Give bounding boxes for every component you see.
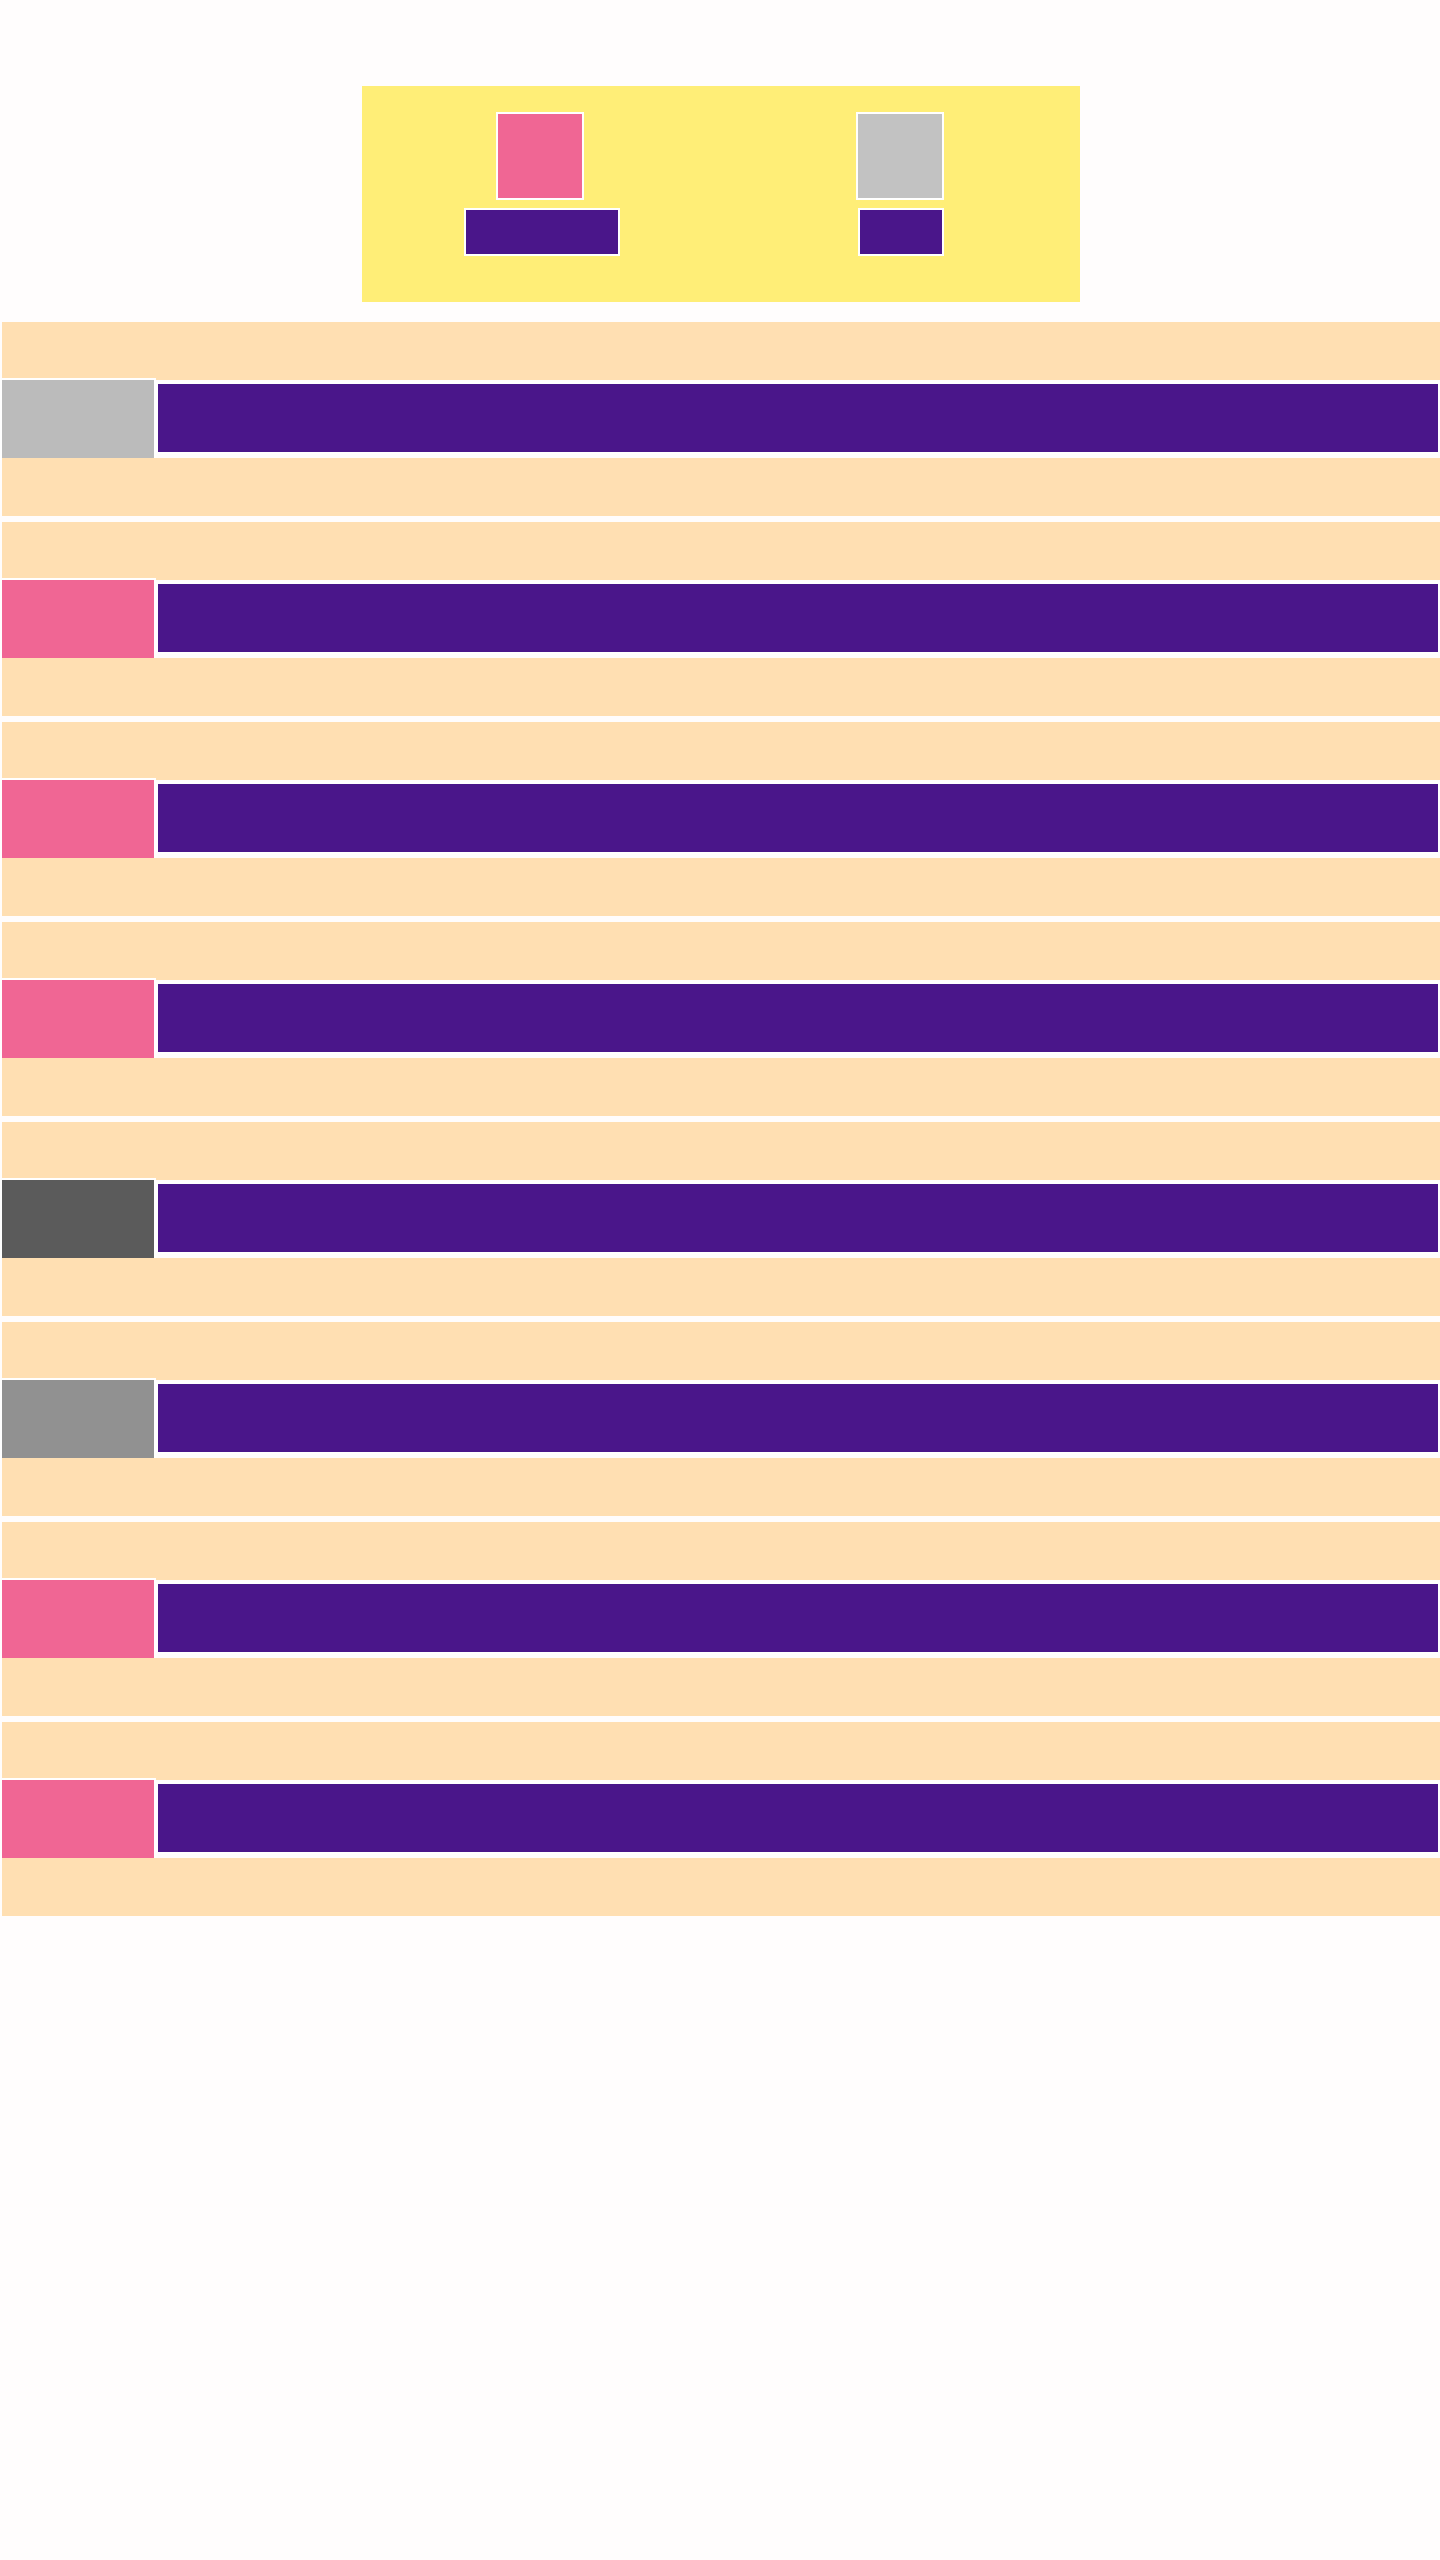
row-list [0,322,1440,1922]
list-item[interactable] [0,322,1440,522]
header-bar-right[interactable] [858,208,944,256]
row-band-bottom [2,458,1440,516]
row-bar[interactable] [156,582,1440,654]
row-bar[interactable] [156,1582,1440,1654]
list-item[interactable] [0,1322,1440,1522]
list-item[interactable] [0,922,1440,1122]
row-thumbnail[interactable] [0,578,156,660]
row-band-top [2,1122,1440,1180]
row-thumbnail[interactable] [0,1378,156,1460]
header-bar-left[interactable] [464,208,620,256]
list-item[interactable] [0,1722,1440,1922]
header-panel [362,86,1080,302]
row-bar[interactable] [156,1182,1440,1254]
list-item[interactable] [0,1122,1440,1322]
row-thumbnail[interactable] [0,1578,156,1660]
row-band-top [2,1722,1440,1780]
row-thumbnail[interactable] [0,778,156,860]
row-band-top [2,1522,1440,1580]
row-band-bottom [2,1658,1440,1716]
row-thumbnail[interactable] [0,1178,156,1260]
row-thumbnail[interactable] [0,1778,156,1860]
header-tile-right[interactable] [856,112,944,200]
row-band-top [2,322,1440,380]
row-band-top [2,522,1440,580]
row-band-top [2,922,1440,980]
row-band-bottom [2,1458,1440,1516]
list-item[interactable] [0,722,1440,922]
row-bar[interactable] [156,782,1440,854]
row-band-bottom [2,858,1440,916]
row-thumbnail[interactable] [0,378,156,460]
row-band-bottom [2,1858,1440,1916]
row-band-bottom [2,658,1440,716]
header-tile-left[interactable] [496,112,584,200]
row-bar[interactable] [156,982,1440,1054]
row-band-top [2,722,1440,780]
list-item[interactable] [0,522,1440,722]
row-bar[interactable] [156,382,1440,454]
row-band-bottom [2,1258,1440,1316]
row-bar[interactable] [156,1382,1440,1454]
row-band-bottom [2,1058,1440,1116]
list-item[interactable] [0,1522,1440,1722]
row-band-top [2,1322,1440,1380]
row-bar[interactable] [156,1782,1440,1854]
row-thumbnail[interactable] [0,978,156,1060]
